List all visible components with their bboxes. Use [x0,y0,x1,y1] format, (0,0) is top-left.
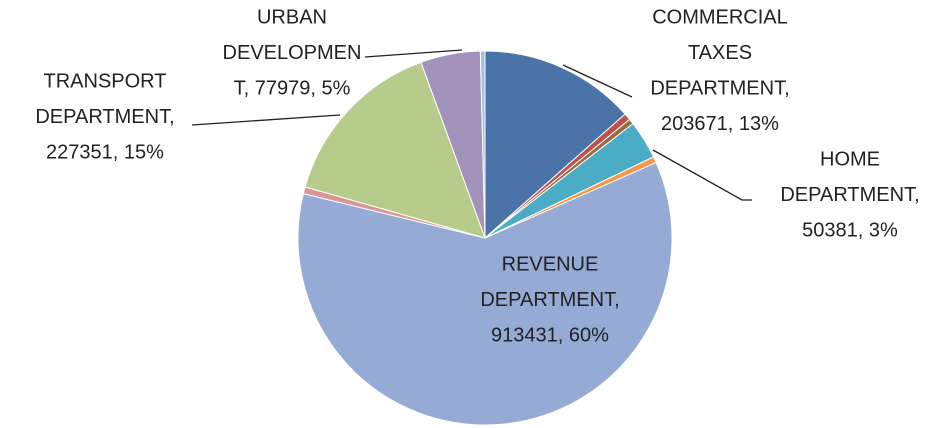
leader-line [562,64,633,98]
pie-slice [479,50,486,239]
data-label: 50381, 3% [802,219,898,241]
data-label: DEVELOPMEN [223,42,362,64]
pie-slice [304,61,486,239]
data-label: DEPARTMENT, [480,289,619,311]
pie-slice [484,50,626,240]
data-label: 203671, 13% [661,113,779,135]
data-label: T, 77979, 5% [234,77,351,99]
pie-slice [297,161,673,426]
data-label: DEPARTMENT, [650,77,789,99]
data-label: URBAN [257,6,327,28]
data-label: 227351, 15% [46,141,164,163]
data-label: TRANSPORT [44,70,167,92]
leader-line [364,49,463,58]
data-label: TAXES [688,42,752,64]
data-label: HOME [820,148,880,170]
data-label: DEPARTMENT, [35,106,174,128]
leader-line [191,114,341,126]
leader-line [652,149,752,201]
data-label: 913431, 60% [491,324,609,346]
data-label: REVENUE [502,253,599,275]
data-label: DEPARTMENT, [780,184,919,206]
data-label: COMMERCIAL [652,6,788,28]
